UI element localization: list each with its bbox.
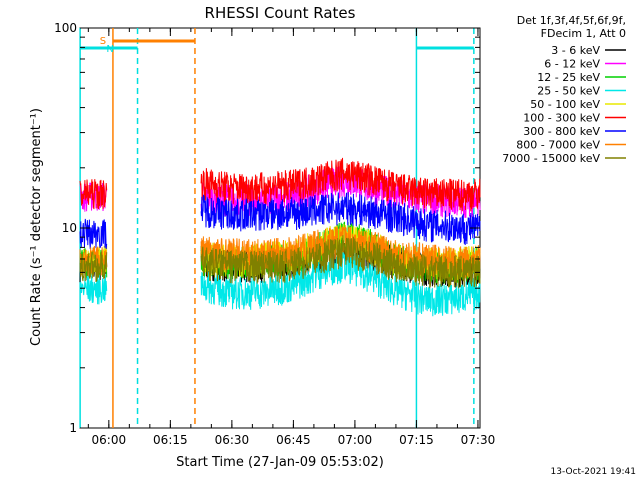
series-line-pre-5 (79, 179, 108, 210)
legend-label-4: 50 - 100 keV (530, 98, 600, 111)
x-tick-label-6: 07:30 (461, 433, 496, 447)
annotation-label-1: N (106, 44, 113, 55)
series-lines (79, 157, 481, 317)
x-axis-label: Start Time (27-Jan-09 05:53:02) (176, 455, 384, 470)
x-tick-label-5: 07:15 (399, 433, 434, 447)
legend: Det 1f,3f,4f,5f,6f,9f,FDecim 1, Att 0 3 -… (502, 14, 626, 165)
legend-label-0: 3 - 6 keV (551, 44, 600, 57)
annotation-bars: SN (80, 36, 474, 55)
legend-label-2: 12 - 25 keV (537, 71, 600, 84)
y-tick-label-1: 10 (62, 221, 77, 235)
annotation-label-0: S (100, 36, 106, 47)
legend-header-0: Det 1f,3f,4f,5f,6f,9f, (517, 14, 626, 27)
y-tick-label-0: 1 (69, 421, 77, 435)
legend-label-1: 6 - 12 keV (544, 58, 600, 71)
legend-label-5: 100 - 300 keV (523, 112, 600, 125)
legend-label-7: 800 - 7000 keV (516, 139, 600, 152)
series-line-pre-3 (79, 274, 108, 305)
series-line-pre-6 (79, 218, 108, 250)
timestamp: 13-Oct-2021 19:41 (551, 467, 636, 477)
x-tick-label-2: 06:30 (215, 433, 250, 447)
legend-label-8: 7000 - 15000 keV (502, 152, 600, 165)
x-tick-label-0: 06:00 (92, 433, 127, 447)
y-tick-label-2: 100 (54, 21, 77, 35)
series-line-7 (200, 225, 481, 279)
chart-title: RHESSI Count Rates (205, 4, 356, 22)
x-tick-label-4: 07:00 (338, 433, 373, 447)
y-axis-label: Count Rate (s⁻¹ detector segment⁻¹) (29, 108, 44, 346)
series-line-5 (200, 157, 481, 212)
series-line-pre-8 (79, 251, 108, 283)
series-line-8 (200, 235, 481, 289)
series-line-6 (200, 192, 481, 246)
legend-label-3: 25 - 50 keV (537, 85, 600, 98)
axes: 06:00 06:15 06:30 06:45 07:00 07:15 07:30 1 10 10… (54, 21, 495, 447)
legend-label-6: 300 - 800 keV (523, 125, 600, 138)
legend-header-1: FDecim 1, Att 0 (541, 27, 626, 40)
x-tick-label-1: 06:15 (153, 433, 188, 447)
x-tick-label-3: 06:45 (276, 433, 311, 447)
